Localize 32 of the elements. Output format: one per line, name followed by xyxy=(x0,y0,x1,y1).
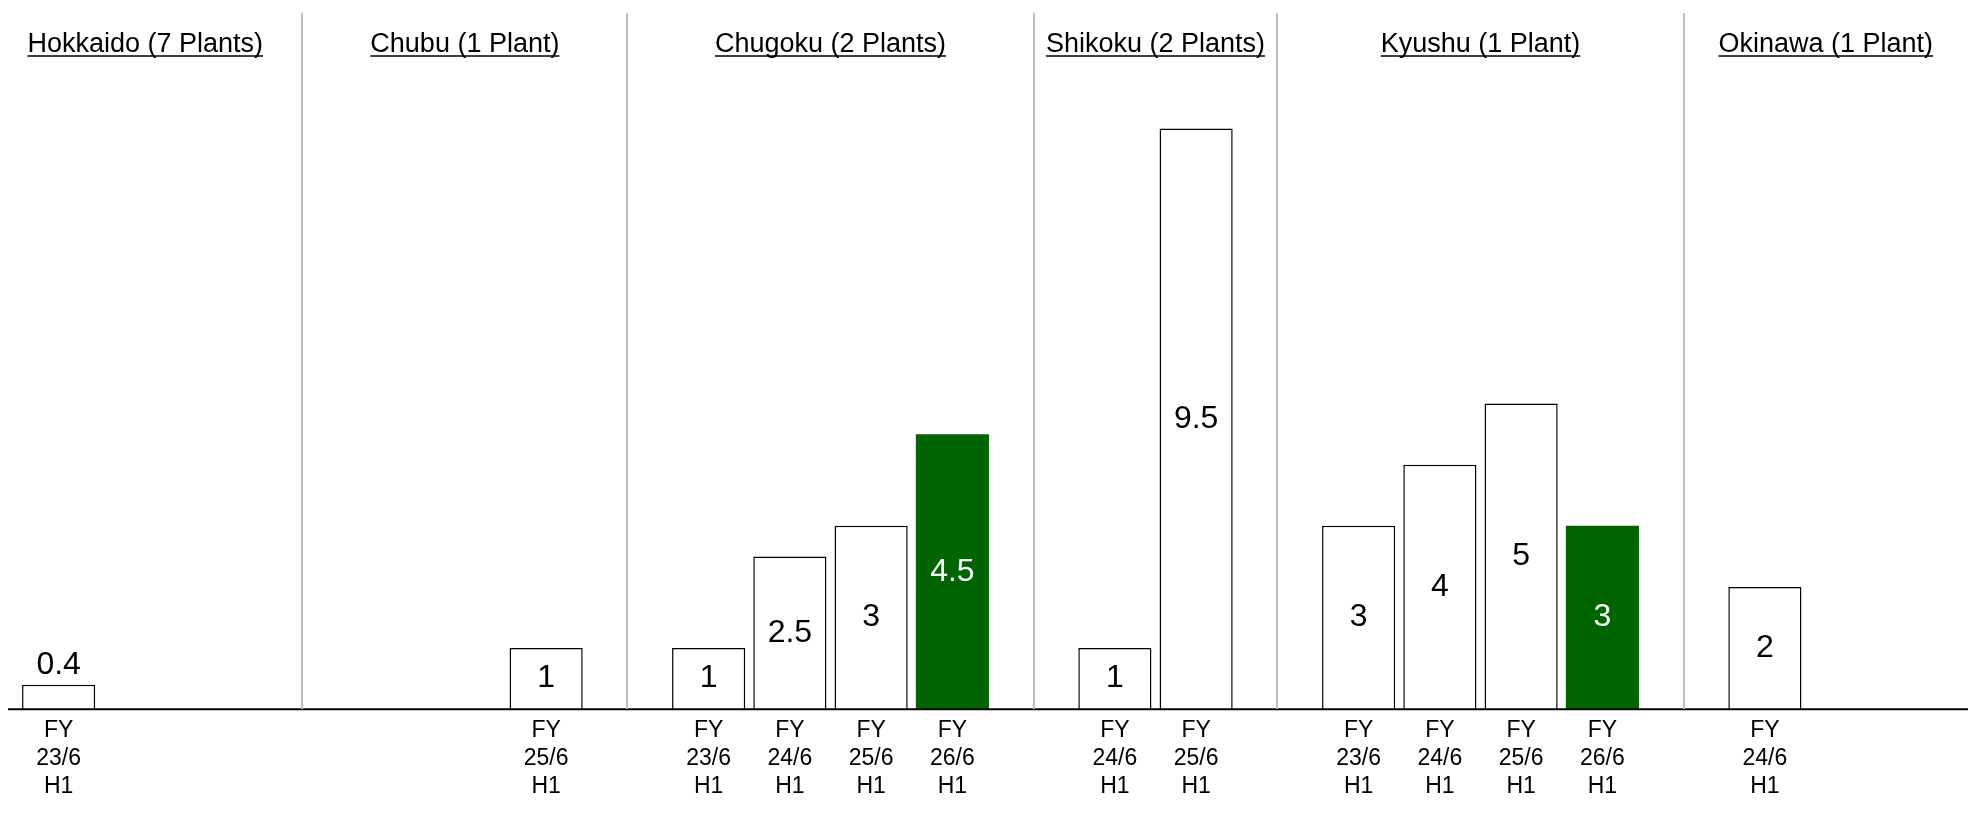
data-label: 1 xyxy=(699,658,718,695)
data-label: 1 xyxy=(537,658,556,695)
x-tick-label: FY 24/6 H1 xyxy=(767,716,813,798)
x-tick-label: FY 25/6 H1 xyxy=(848,716,894,798)
x-tick-label: FY 23/6 H1 xyxy=(1336,716,1382,798)
x-tick-label: FY 26/6 H1 xyxy=(1579,716,1625,798)
text: Chugoku (2 Plants) xyxy=(714,28,947,58)
x-tick-label: FY 23/6 H1 xyxy=(36,716,82,798)
data-label: 1 xyxy=(1105,658,1124,695)
x-tick-label: FY 23/6 H1 xyxy=(686,716,732,798)
x-tick-label: FY 24/6 H1 xyxy=(1092,716,1138,798)
x-tick-label: FY 25/6 H1 xyxy=(1498,716,1544,798)
data-label: 5 xyxy=(1512,536,1531,573)
data-label: 4.5 xyxy=(930,551,975,588)
data-label: 4 xyxy=(1430,566,1449,603)
x-tick-label: FY 25/6 H1 xyxy=(523,716,569,798)
x-tick-label: FY 24/6 H1 xyxy=(1417,716,1463,798)
x-tick-label: FY 24/6 H1 xyxy=(1742,716,1788,798)
data-label: 9.5 xyxy=(1173,398,1219,435)
data-label: 3 xyxy=(1593,597,1612,634)
text: Kyushu (1 Plant) xyxy=(1380,28,1581,58)
x-tick-label: FY 26/6 H1 xyxy=(929,716,975,798)
data-label: 2 xyxy=(1755,627,1774,664)
data-label: 3 xyxy=(862,597,881,634)
data-label: 2.5 xyxy=(767,612,813,649)
text: Chubu (1 Plant) xyxy=(370,28,560,58)
text: Shikoku (2 Plants) xyxy=(1045,28,1266,58)
x-tick-label: FY 25/6 H1 xyxy=(1173,716,1219,798)
data-label: 3 xyxy=(1349,597,1368,634)
data-label: 0.4 xyxy=(36,644,81,681)
text: Okinawa (1 Plant) xyxy=(1718,28,1934,58)
text: Hokkaido (7 Plants) xyxy=(27,28,263,58)
